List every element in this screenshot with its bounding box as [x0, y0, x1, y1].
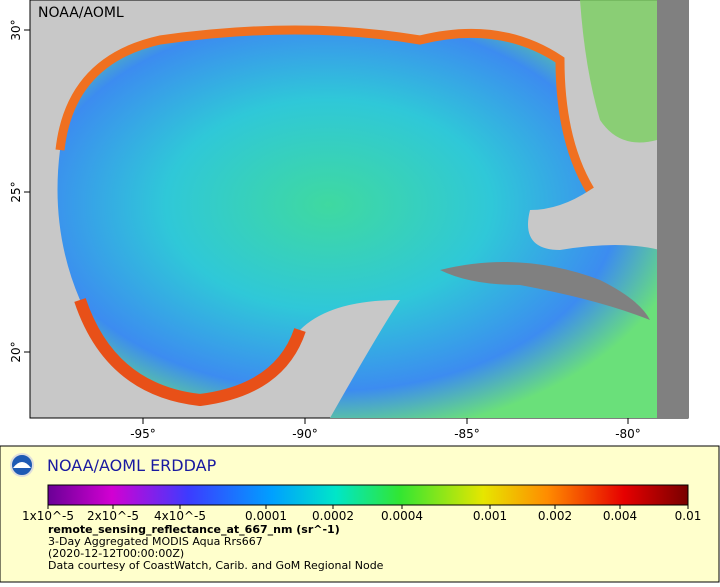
watermark-bg: [32, 2, 132, 22]
cuba: [440, 262, 650, 320]
info-line: (2020-12-12T00:00:00Z): [48, 547, 184, 560]
legend-box: [0, 445, 720, 583]
x-tick-label: -80°: [615, 427, 641, 441]
colorbar-tick-label: 4x10^-5: [154, 509, 206, 523]
map: NOAA/AOML: [29, 0, 689, 419]
colorbar-tick-label: 0.002: [538, 509, 572, 523]
x-tick-label: -90°: [292, 427, 318, 441]
x-tick-label: -85°: [454, 427, 480, 441]
axes: -95° -90° -85° -80° 30° 25° 20°: [9, 19, 641, 441]
x-tick-label: -95°: [130, 427, 156, 441]
colorbar-tick-label: 1x10^-5: [22, 509, 74, 523]
y-tick-label: 25°: [9, 181, 23, 202]
info-line: Data courtesy of CoastWatch, Carib. and …: [48, 559, 384, 572]
colorbar-tick-label: 0.001: [473, 509, 507, 523]
y-tick-label: 30°: [9, 19, 23, 40]
variable-name: remote_sensing_reflectance_at_667_nm (sr…: [48, 523, 340, 536]
coastal-band: [55, 25, 594, 193]
colorbar-tick-label: 0.01: [675, 509, 702, 523]
info-line: 3-Day Aggregated MODIS Aqua Rrs667: [48, 535, 263, 548]
gulf-water: [57, 30, 660, 418]
no-data: [657, 0, 688, 418]
colorbar-tick-label: 2x10^-5: [87, 509, 139, 523]
noaa-logo-bird: [13, 462, 31, 468]
colorbar-tick-label: 0.004: [603, 509, 637, 523]
legend-title: NOAA/AOML ERDDAP: [47, 456, 217, 475]
colorbar-tick-label: 0.0002: [312, 509, 354, 523]
legend: NOAA/AOML ERDDAP remote_sensing_reflecta…: [0, 445, 720, 583]
colorbar-tick-label: 0.0004: [381, 509, 423, 523]
y-tick-label: 20°: [9, 341, 23, 362]
coastal-band: [74, 298, 306, 407]
watermark: NOAA/AOML: [38, 5, 124, 21]
colorbar: [47, 484, 689, 506]
atlantic-water: [580, 0, 657, 143]
colorbar-tick-label: 0.0001: [245, 509, 287, 523]
